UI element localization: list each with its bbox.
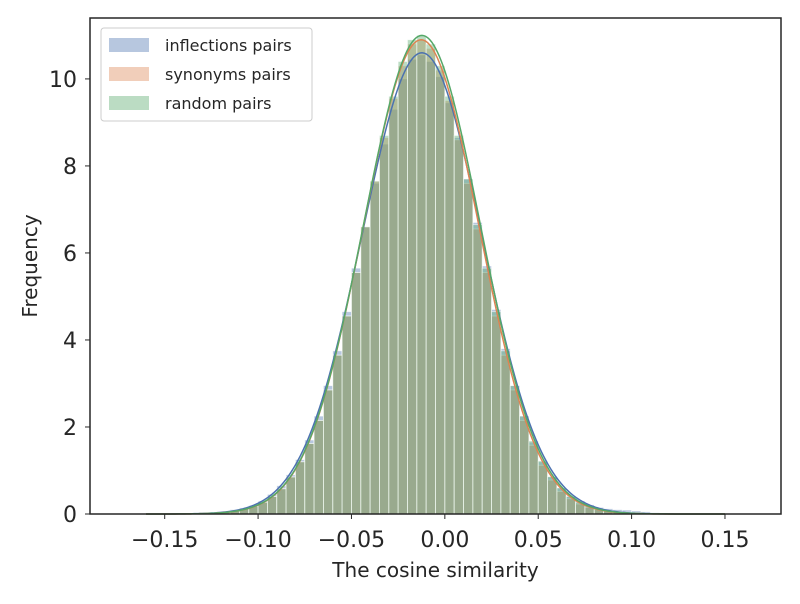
x-axis-label: The cosine similarity (331, 558, 539, 582)
histogram-bar (529, 441, 538, 514)
histogram-bar (351, 273, 360, 514)
histogram-bar (314, 420, 323, 514)
histogram-bar (379, 135, 388, 514)
x-tick-label: −0.05 (318, 528, 385, 553)
x-tick-label: 0.05 (514, 528, 563, 553)
y-tick-label: 10 (49, 68, 77, 93)
legend-swatch-series-0 (109, 38, 149, 52)
legend-label-series-0: inflections pairs (165, 36, 292, 55)
histogram-bar (323, 390, 332, 514)
histogram-bar (389, 96, 398, 514)
y-tick-label: 6 (63, 242, 77, 267)
y-tick-label: 0 (63, 503, 77, 528)
y-axis-label: Frequency (18, 214, 42, 317)
histogram-bar (520, 416, 529, 514)
histogram-bar (333, 355, 342, 514)
legend-swatch-series-1 (109, 67, 149, 81)
histogram-bar (426, 44, 435, 514)
histogram-bar (464, 179, 473, 514)
histogram-bar (361, 227, 370, 514)
x-tick-label: −0.15 (131, 528, 198, 553)
x-tick-label: 0.15 (700, 528, 749, 553)
histogram-bar (370, 181, 379, 514)
x-tick-label: 0.10 (607, 528, 656, 553)
histogram-bar (286, 477, 295, 514)
legend-swatch-series-2 (109, 96, 149, 110)
histogram-bar (342, 316, 351, 514)
histogram-bar (445, 96, 454, 514)
histogram-bar (398, 62, 407, 514)
histogram-bar (473, 225, 482, 514)
histogram-bar (492, 312, 501, 514)
legend-label-series-2: random pairs (165, 94, 271, 113)
legend-items: inflections pairs synonyms pairs random pa… (109, 36, 292, 113)
histogram-bar (482, 268, 491, 514)
legend: inflections pairs synonyms pairs random pa… (101, 28, 312, 121)
histogram-bar (295, 462, 304, 514)
histogram-bar (305, 444, 314, 514)
histogram-bar (417, 35, 426, 514)
histogram-bar (407, 40, 416, 514)
y-tick-label: 8 (63, 155, 77, 180)
histogram-bar (436, 66, 445, 514)
histogram-bar (454, 135, 463, 514)
legend-label-series-1: synonyms pairs (165, 65, 291, 84)
histogram-bar (510, 386, 519, 514)
y-tick-label: 4 (63, 329, 77, 354)
x-tick-label: −0.10 (224, 528, 291, 553)
x-tick-label: 0.00 (420, 528, 469, 553)
y-tick-label: 2 (63, 416, 77, 441)
histogram-bar (501, 351, 510, 514)
